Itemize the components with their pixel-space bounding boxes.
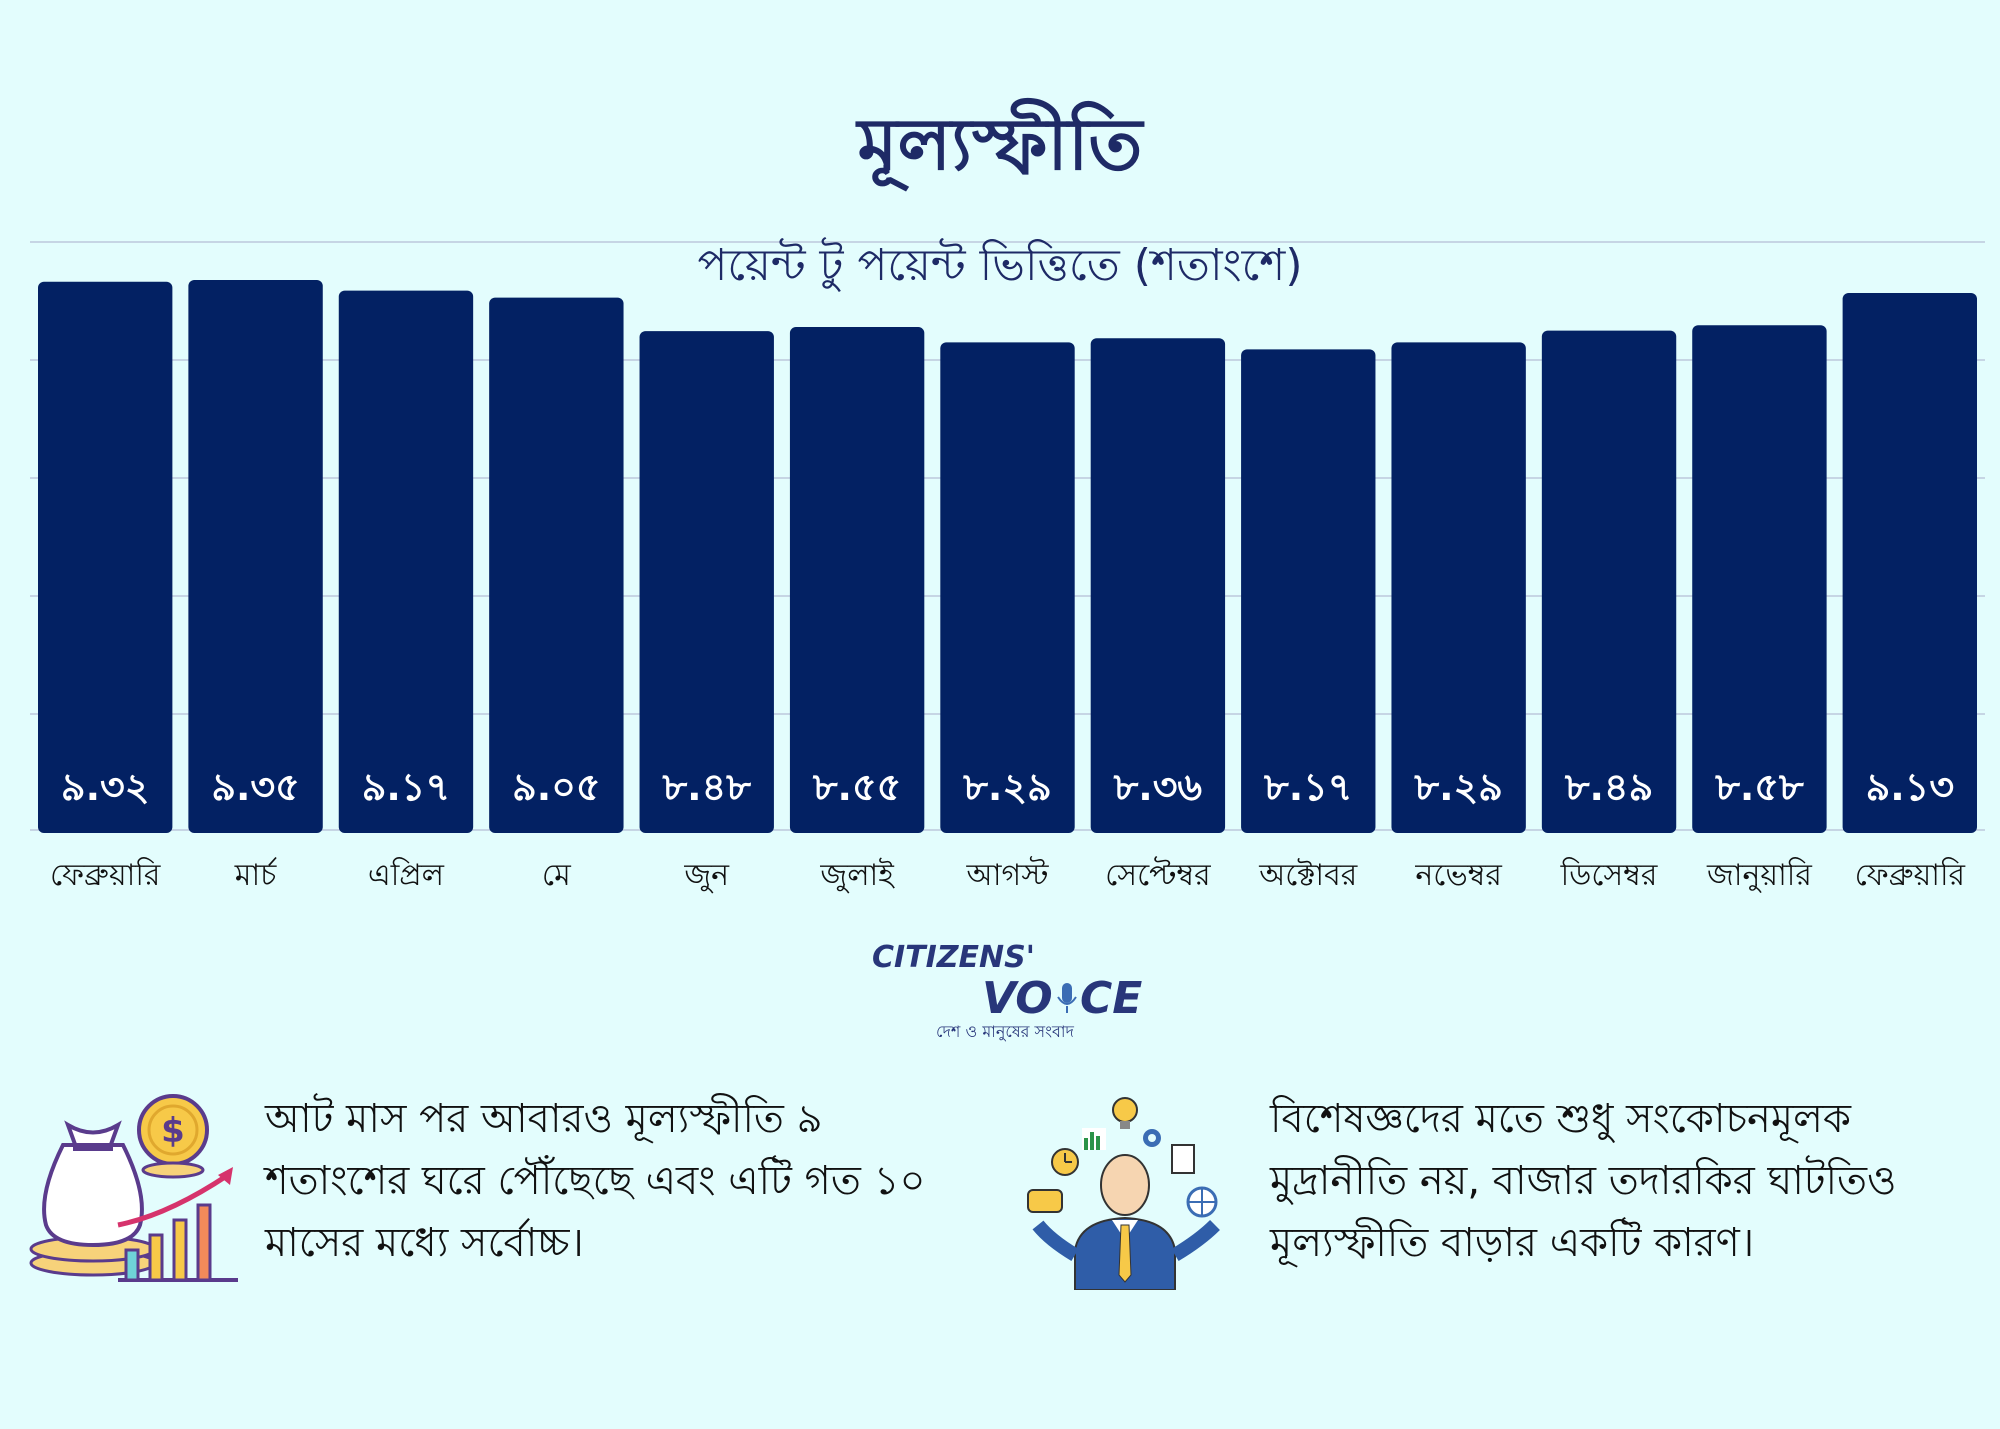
bar: [38, 281, 173, 833]
logo-line2-a: VO: [982, 973, 1053, 1024]
businessman-ideas-icon: [1027, 1097, 1220, 1290]
category-label: ফেব্রুয়ারি: [50, 857, 161, 893]
data-label: ৯.৩২: [61, 765, 150, 809]
bar: [188, 280, 323, 833]
data-label: ৯.০৫: [512, 765, 600, 809]
bar: [1842, 292, 1977, 833]
note-right: বিশেষজ্ঞদের মতে শুধু সংকোচনমূলক মুদ্রানী…: [1270, 1096, 1897, 1266]
bar: [1391, 342, 1526, 833]
category-label: জুন: [683, 858, 730, 893]
category-label: মে: [542, 858, 572, 893]
microphone-icon: [1057, 983, 1077, 1013]
category-label: আগস্ট: [966, 856, 1050, 893]
category-label: জানুয়ারি: [1706, 857, 1812, 893]
note-left: আট মাস পর আবারও মূল্যস্ফীতি ৯ শতাংশের ঘর…: [265, 1096, 926, 1266]
category-label: ফেব্রুয়ারি: [1855, 857, 1966, 893]
bar: [489, 297, 624, 833]
bar: [1541, 330, 1677, 833]
chart-subtitle: পয়েন্ট টু পয়েন্ট ভিত্তিতে (শতাংশে): [697, 237, 1302, 291]
data-label: ৮.২৯: [962, 765, 1051, 809]
bar: [789, 327, 925, 833]
logo-tagline: দেশ ও মানুষের সংবাদ: [936, 1022, 1075, 1041]
data-label: ৮.৪৯: [1564, 765, 1653, 809]
category-label: জুলাই: [819, 858, 895, 893]
data-label: ৯.১৩: [1866, 765, 1954, 809]
citizens-voice-logo: CITIZENS' VO CE দেশ ও মানুষের সংবাদ: [872, 940, 1142, 1041]
data-label: ৮.১৭: [1263, 765, 1352, 809]
data-label: ৯.৩৫: [211, 765, 299, 809]
bar: [1090, 338, 1226, 833]
data-label: ৮.২৯: [1413, 765, 1502, 809]
data-label: ৮.৩৬: [1113, 765, 1203, 809]
data-label: ৮.৫৮: [1714, 765, 1804, 809]
category-label: ডিসেম্বর: [1560, 857, 1658, 893]
category-label: মার্চ: [234, 857, 277, 893]
logo-line2-b: CE: [1080, 973, 1142, 1024]
logo-line1: CITIZENS': [872, 940, 1035, 975]
data-label: ৯.১৭: [362, 765, 450, 809]
category-label: সেপ্টেম্বর: [1105, 856, 1211, 893]
category-label: এপ্রিল: [368, 857, 445, 893]
bar: [1692, 325, 1827, 833]
data-label: ৮.৫৫: [812, 765, 901, 809]
bar: [639, 331, 774, 833]
chart-title: মূল্যস্ফীতি: [857, 102, 1143, 186]
bar-chart: পয়েন্ট টু পয়েন্ট ভিত্তিতে (শতাংশে) ৯.৩…: [30, 237, 1985, 893]
bar: [940, 342, 1075, 833]
money-bag-growth-icon: $: [29, 1094, 238, 1282]
bar: [338, 290, 474, 833]
svg-text:$: $: [161, 1111, 185, 1151]
bar: [1241, 349, 1376, 833]
data-label: ৮.৪৮: [662, 765, 752, 809]
category-label: অক্টোবর: [1258, 858, 1358, 893]
category-label: নভেম্বর: [1414, 858, 1502, 893]
